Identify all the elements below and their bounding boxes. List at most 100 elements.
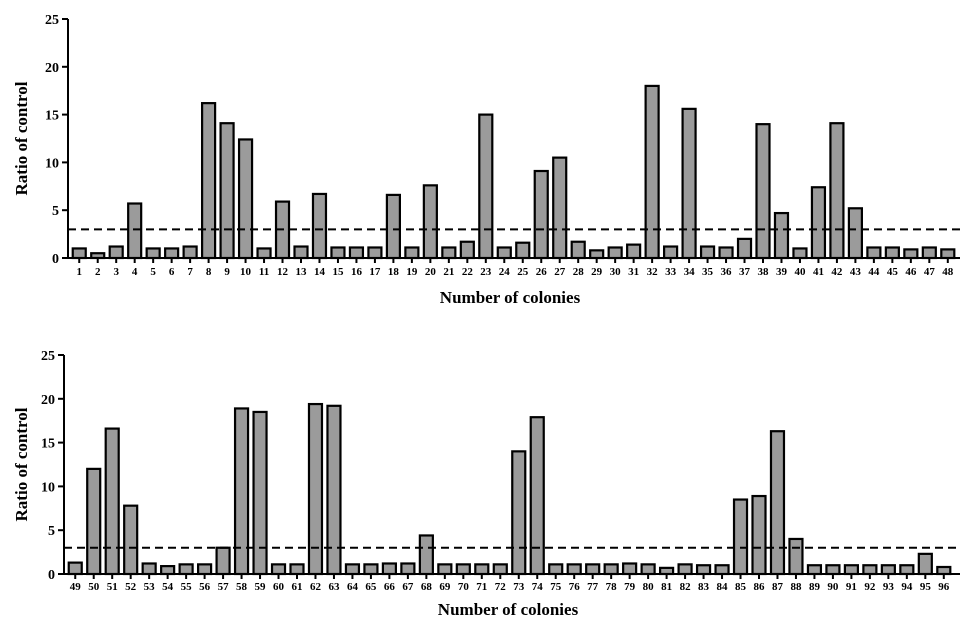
x-tick-label: 39 bbox=[776, 266, 788, 278]
bar bbox=[936, 565, 952, 576]
bar bbox=[127, 202, 143, 260]
bar bbox=[492, 563, 508, 576]
x-tick-label: 86 bbox=[754, 581, 766, 593]
x-tick-label: 49 bbox=[70, 581, 82, 593]
x-tick-label: 26 bbox=[536, 266, 548, 278]
y-axis-title: Ratio of control bbox=[12, 407, 31, 521]
x-tick-label: 87 bbox=[772, 581, 784, 593]
x-tick-label: 56 bbox=[199, 581, 211, 593]
bar bbox=[437, 563, 453, 576]
x-tick-label: 34 bbox=[684, 266, 696, 278]
x-tick-label: 74 bbox=[532, 581, 544, 593]
x-tick-label: 32 bbox=[647, 266, 659, 278]
bar bbox=[533, 169, 549, 260]
x-tick-label: 11 bbox=[259, 266, 269, 278]
x-tick-label: 15 bbox=[332, 266, 344, 278]
bar bbox=[160, 565, 176, 576]
y-tick-label: 20 bbox=[45, 61, 59, 76]
bar bbox=[293, 245, 309, 260]
x-tick-label: 20 bbox=[425, 266, 437, 278]
x-tick-label: 94 bbox=[901, 581, 913, 593]
bar bbox=[104, 427, 120, 576]
bar bbox=[626, 243, 642, 260]
x-tick-label: 79 bbox=[624, 581, 636, 593]
y-tick-label: 25 bbox=[45, 13, 59, 28]
x-tick-label: 38 bbox=[758, 266, 770, 278]
bar bbox=[548, 563, 564, 576]
bar bbox=[755, 123, 771, 260]
bar bbox=[843, 564, 860, 576]
bar bbox=[681, 107, 697, 260]
x-tick-label: 75 bbox=[550, 581, 562, 593]
x-tick-label: 3 bbox=[113, 266, 119, 278]
bar bbox=[718, 246, 734, 260]
x-tick-label: 4 bbox=[132, 266, 138, 278]
bar bbox=[732, 498, 749, 576]
x-tick-label: 5 bbox=[150, 266, 156, 278]
bar bbox=[662, 245, 679, 260]
x-tick-label: 27 bbox=[554, 266, 566, 278]
x-tick-label: 53 bbox=[144, 581, 156, 593]
y-axis-title: Ratio of control bbox=[12, 81, 31, 195]
x-tick-label: 81 bbox=[661, 581, 672, 593]
x-tick-label: 13 bbox=[296, 266, 308, 278]
x-tick-label: 43 bbox=[850, 266, 862, 278]
x-tick-label: 91 bbox=[846, 581, 857, 593]
x-tick-label: 89 bbox=[809, 581, 821, 593]
x-tick-label: 44 bbox=[868, 266, 880, 278]
x-tick-label: 25 bbox=[517, 266, 529, 278]
bar bbox=[496, 246, 512, 260]
x-tick-label: 64 bbox=[347, 581, 359, 593]
bar bbox=[658, 566, 675, 576]
x-tick-label: 24 bbox=[499, 266, 511, 278]
bar bbox=[940, 248, 956, 260]
y-tick-label: 5 bbox=[52, 204, 59, 219]
x-tick-label: 47 bbox=[924, 266, 936, 278]
x-tick-label: 6 bbox=[169, 266, 175, 278]
bar bbox=[677, 563, 693, 576]
x-tick-label: 42 bbox=[831, 266, 843, 278]
bar bbox=[201, 102, 217, 260]
x-tick-label: 8 bbox=[206, 266, 212, 278]
bar bbox=[880, 564, 896, 576]
y-tick-label: 15 bbox=[45, 109, 59, 124]
bar bbox=[644, 84, 660, 260]
x-tick-label: 72 bbox=[495, 581, 507, 593]
x-axis-title: Number of colonies bbox=[438, 600, 579, 619]
x-tick-label: 85 bbox=[735, 581, 747, 593]
x-tick-label: 65 bbox=[365, 581, 377, 593]
x-tick-label: 16 bbox=[351, 266, 363, 278]
x-axis-title: Number of colonies bbox=[440, 288, 581, 307]
bar bbox=[86, 467, 102, 576]
bar bbox=[474, 563, 490, 576]
x-tick-label: 50 bbox=[88, 581, 100, 593]
bar bbox=[570, 240, 586, 260]
bar bbox=[219, 122, 235, 260]
x-tick-label: 71 bbox=[476, 581, 487, 593]
x-tick-label: 88 bbox=[790, 581, 802, 593]
x-tick-label: 21 bbox=[443, 266, 454, 278]
x-tick-label: 36 bbox=[721, 266, 733, 278]
bar bbox=[215, 546, 231, 576]
bar bbox=[178, 563, 194, 576]
bar bbox=[404, 246, 420, 260]
x-tick-label: 57 bbox=[218, 581, 230, 593]
x-tick-label: 66 bbox=[384, 581, 396, 593]
x-tick-label: 1 bbox=[76, 266, 82, 278]
x-tick-label: 67 bbox=[402, 581, 414, 593]
x-tick-label: 54 bbox=[162, 581, 174, 593]
x-tick-label: 82 bbox=[680, 581, 692, 593]
y-tick-label: 10 bbox=[41, 480, 55, 495]
bar bbox=[108, 245, 124, 260]
x-tick-label: 60 bbox=[273, 581, 285, 593]
x-tick-label: 55 bbox=[181, 581, 193, 593]
bar bbox=[455, 563, 471, 576]
bar bbox=[67, 561, 83, 576]
x-tick-label: 30 bbox=[610, 266, 622, 278]
bar bbox=[884, 246, 900, 260]
bar bbox=[788, 537, 804, 576]
x-tick-label: 45 bbox=[887, 266, 899, 278]
bar bbox=[917, 552, 933, 576]
bar bbox=[363, 563, 379, 576]
